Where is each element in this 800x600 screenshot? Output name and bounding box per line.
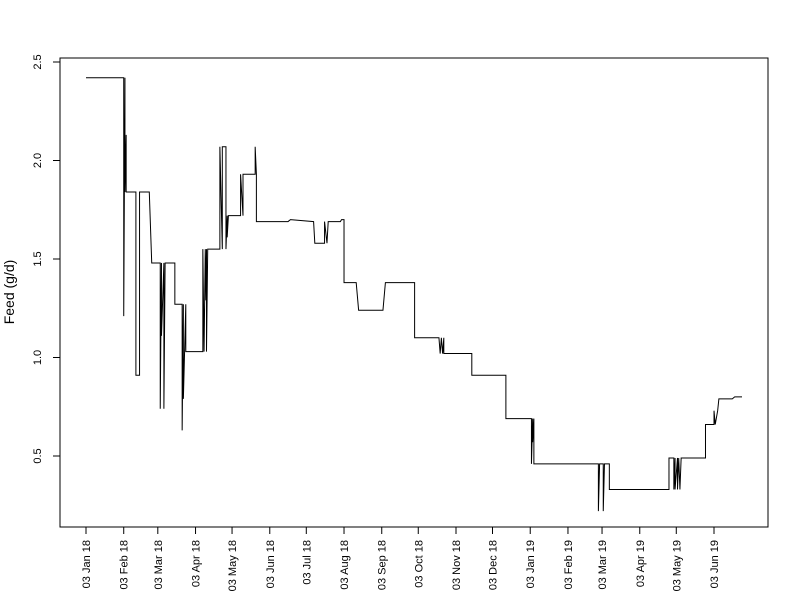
x-tick-label: 03 Nov 18 (451, 540, 463, 590)
x-tick-label: 03 May 18 (227, 540, 239, 591)
y-tick-label: 1.5 (32, 251, 44, 266)
x-tick-label: 03 Jan 19 (525, 540, 537, 588)
y-tick-label: 0.5 (32, 448, 44, 463)
x-tick-label: 03 Dec 18 (488, 540, 500, 590)
x-tick-label: 03 Jul 18 (301, 540, 313, 585)
plot-frame (59, 57, 769, 528)
y-tick-label: 2.5 (32, 54, 44, 69)
x-tick-label: 03 Sep 18 (377, 540, 389, 590)
x-tick-label: 03 Jan 18 (81, 540, 93, 588)
x-axis: 03 Jan 18 03 Feb 18 03 Mar 18 03 Apr 18 03 M… (81, 527, 721, 591)
x-tick-label: 03 Apr 19 (635, 540, 647, 587)
y-tick-label: 2.0 (32, 153, 44, 168)
x-tick-label: 03 Aug 18 (339, 540, 351, 590)
x-tick-label: 03 Mar 19 (597, 540, 609, 590)
x-tick-label: 03 Jun 19 (709, 540, 721, 588)
x-tick-label: 03 Mar 18 (153, 540, 165, 590)
feed-series-line (86, 77, 742, 512)
y-axis-label: Feed (g/d) (1, 260, 17, 325)
x-tick-label: 03 Oct 18 (413, 540, 425, 588)
x-tick-label: 03 May 19 (671, 540, 683, 591)
y-axis: 0.5 1.0 1.5 2.0 2.5 (32, 54, 60, 464)
x-tick-label: 03 Jun 18 (265, 540, 277, 588)
y-tick-label: 1.0 (32, 350, 44, 365)
x-tick-label: 03 Feb 19 (563, 540, 575, 590)
x-tick-label: 03 Apr 18 (191, 540, 203, 587)
x-tick-label: 03 Feb 18 (119, 540, 131, 590)
